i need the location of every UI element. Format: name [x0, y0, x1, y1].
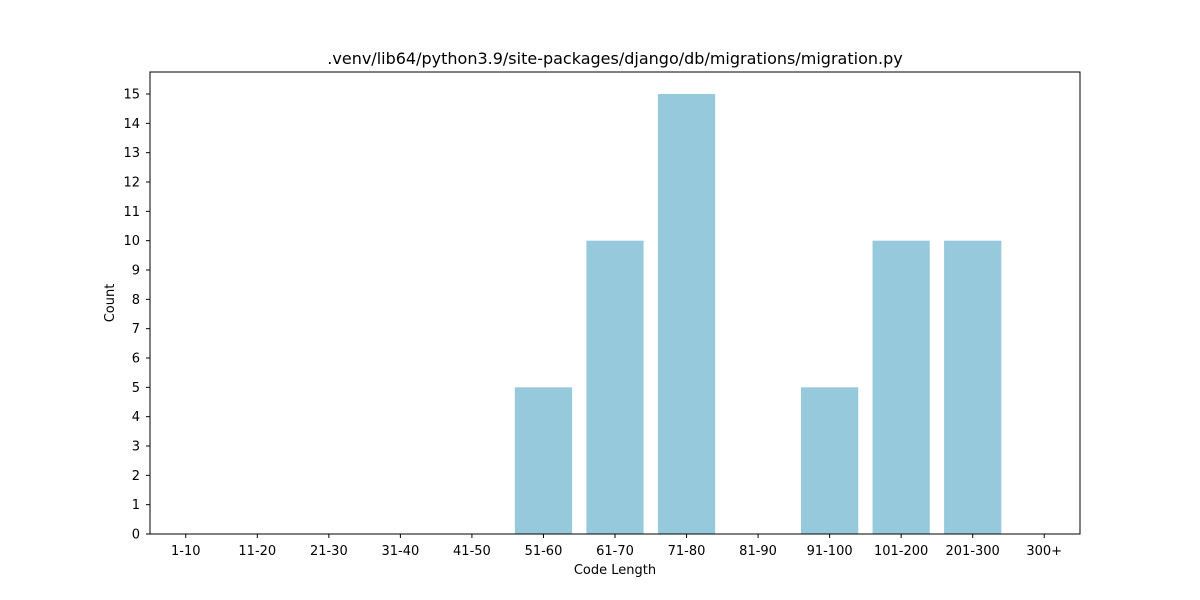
x-tick-label: 101-200: [874, 544, 928, 559]
y-tick-label: 13: [123, 146, 140, 161]
y-tick-label: 7: [132, 322, 140, 337]
y-tick-label: 4: [132, 410, 140, 425]
y-tick-label: 14: [123, 117, 140, 132]
bar-91-100: [801, 387, 859, 534]
x-tick-label: 201-300: [946, 544, 1000, 559]
bar-51-60: [514, 387, 573, 534]
y-tick-label: 10: [123, 234, 140, 249]
y-tick-label: 3: [132, 440, 140, 455]
bars-group: [514, 94, 1002, 534]
y-tick-label: 15: [123, 88, 140, 103]
x-tick-label: 1-10: [171, 544, 201, 559]
x-tick-label: 81-90: [739, 544, 777, 559]
y-tick-label: 9: [132, 264, 140, 279]
y-tick-label: 0: [132, 528, 140, 543]
bar-71-80: [657, 94, 716, 534]
x-tick-label: 51-60: [525, 544, 563, 559]
y-tick-label: 8: [132, 293, 140, 308]
y-tick-label: 11: [123, 205, 140, 220]
bar-201-300: [944, 240, 1002, 534]
x-tick-label: 11-20: [238, 544, 276, 559]
x-tick-label: 31-40: [381, 544, 419, 559]
x-tick-label: 61-70: [596, 544, 634, 559]
chart-title: .venv/lib64/python3.9/site-packages/djan…: [327, 49, 902, 68]
bar-101-200: [872, 240, 930, 534]
x-tick-label: 41-50: [453, 544, 491, 559]
y-axis-label: Count: [103, 284, 118, 323]
y-tick-label: 1: [132, 498, 140, 513]
bar-61-70: [586, 240, 644, 534]
x-tick-label: 71-80: [668, 544, 706, 559]
y-tick-label: 5: [132, 381, 140, 396]
x-axis-ticks: 1-10 11-20 21-30 31-40 41-50 51-60 61-70 71-80 8…: [171, 534, 1062, 559]
x-axis-label: Code Length: [574, 563, 656, 578]
y-tick-label: 12: [123, 176, 140, 191]
y-tick-label: 6: [132, 352, 140, 367]
x-tick-label: 91-100: [807, 544, 853, 559]
x-tick-label: 300+: [1026, 544, 1062, 559]
y-tick-label: 2: [132, 469, 140, 484]
x-tick-label: 21-30: [310, 544, 348, 559]
